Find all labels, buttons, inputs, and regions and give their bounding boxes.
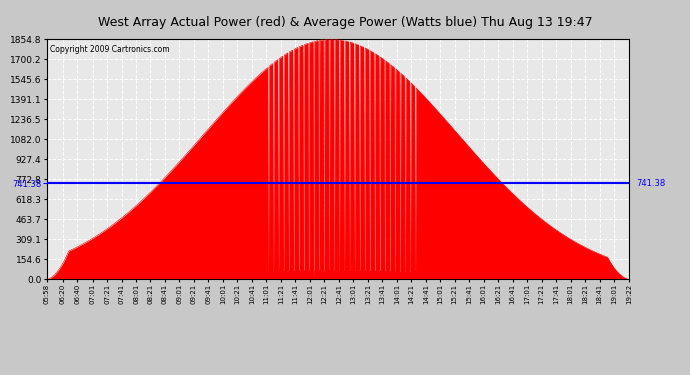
Text: West Array Actual Power (red) & Average Power (Watts blue) Thu Aug 13 19:47: West Array Actual Power (red) & Average … <box>98 16 592 29</box>
Text: Copyright 2009 Cartronics.com: Copyright 2009 Cartronics.com <box>50 45 170 54</box>
Text: 741.38: 741.38 <box>636 179 665 188</box>
